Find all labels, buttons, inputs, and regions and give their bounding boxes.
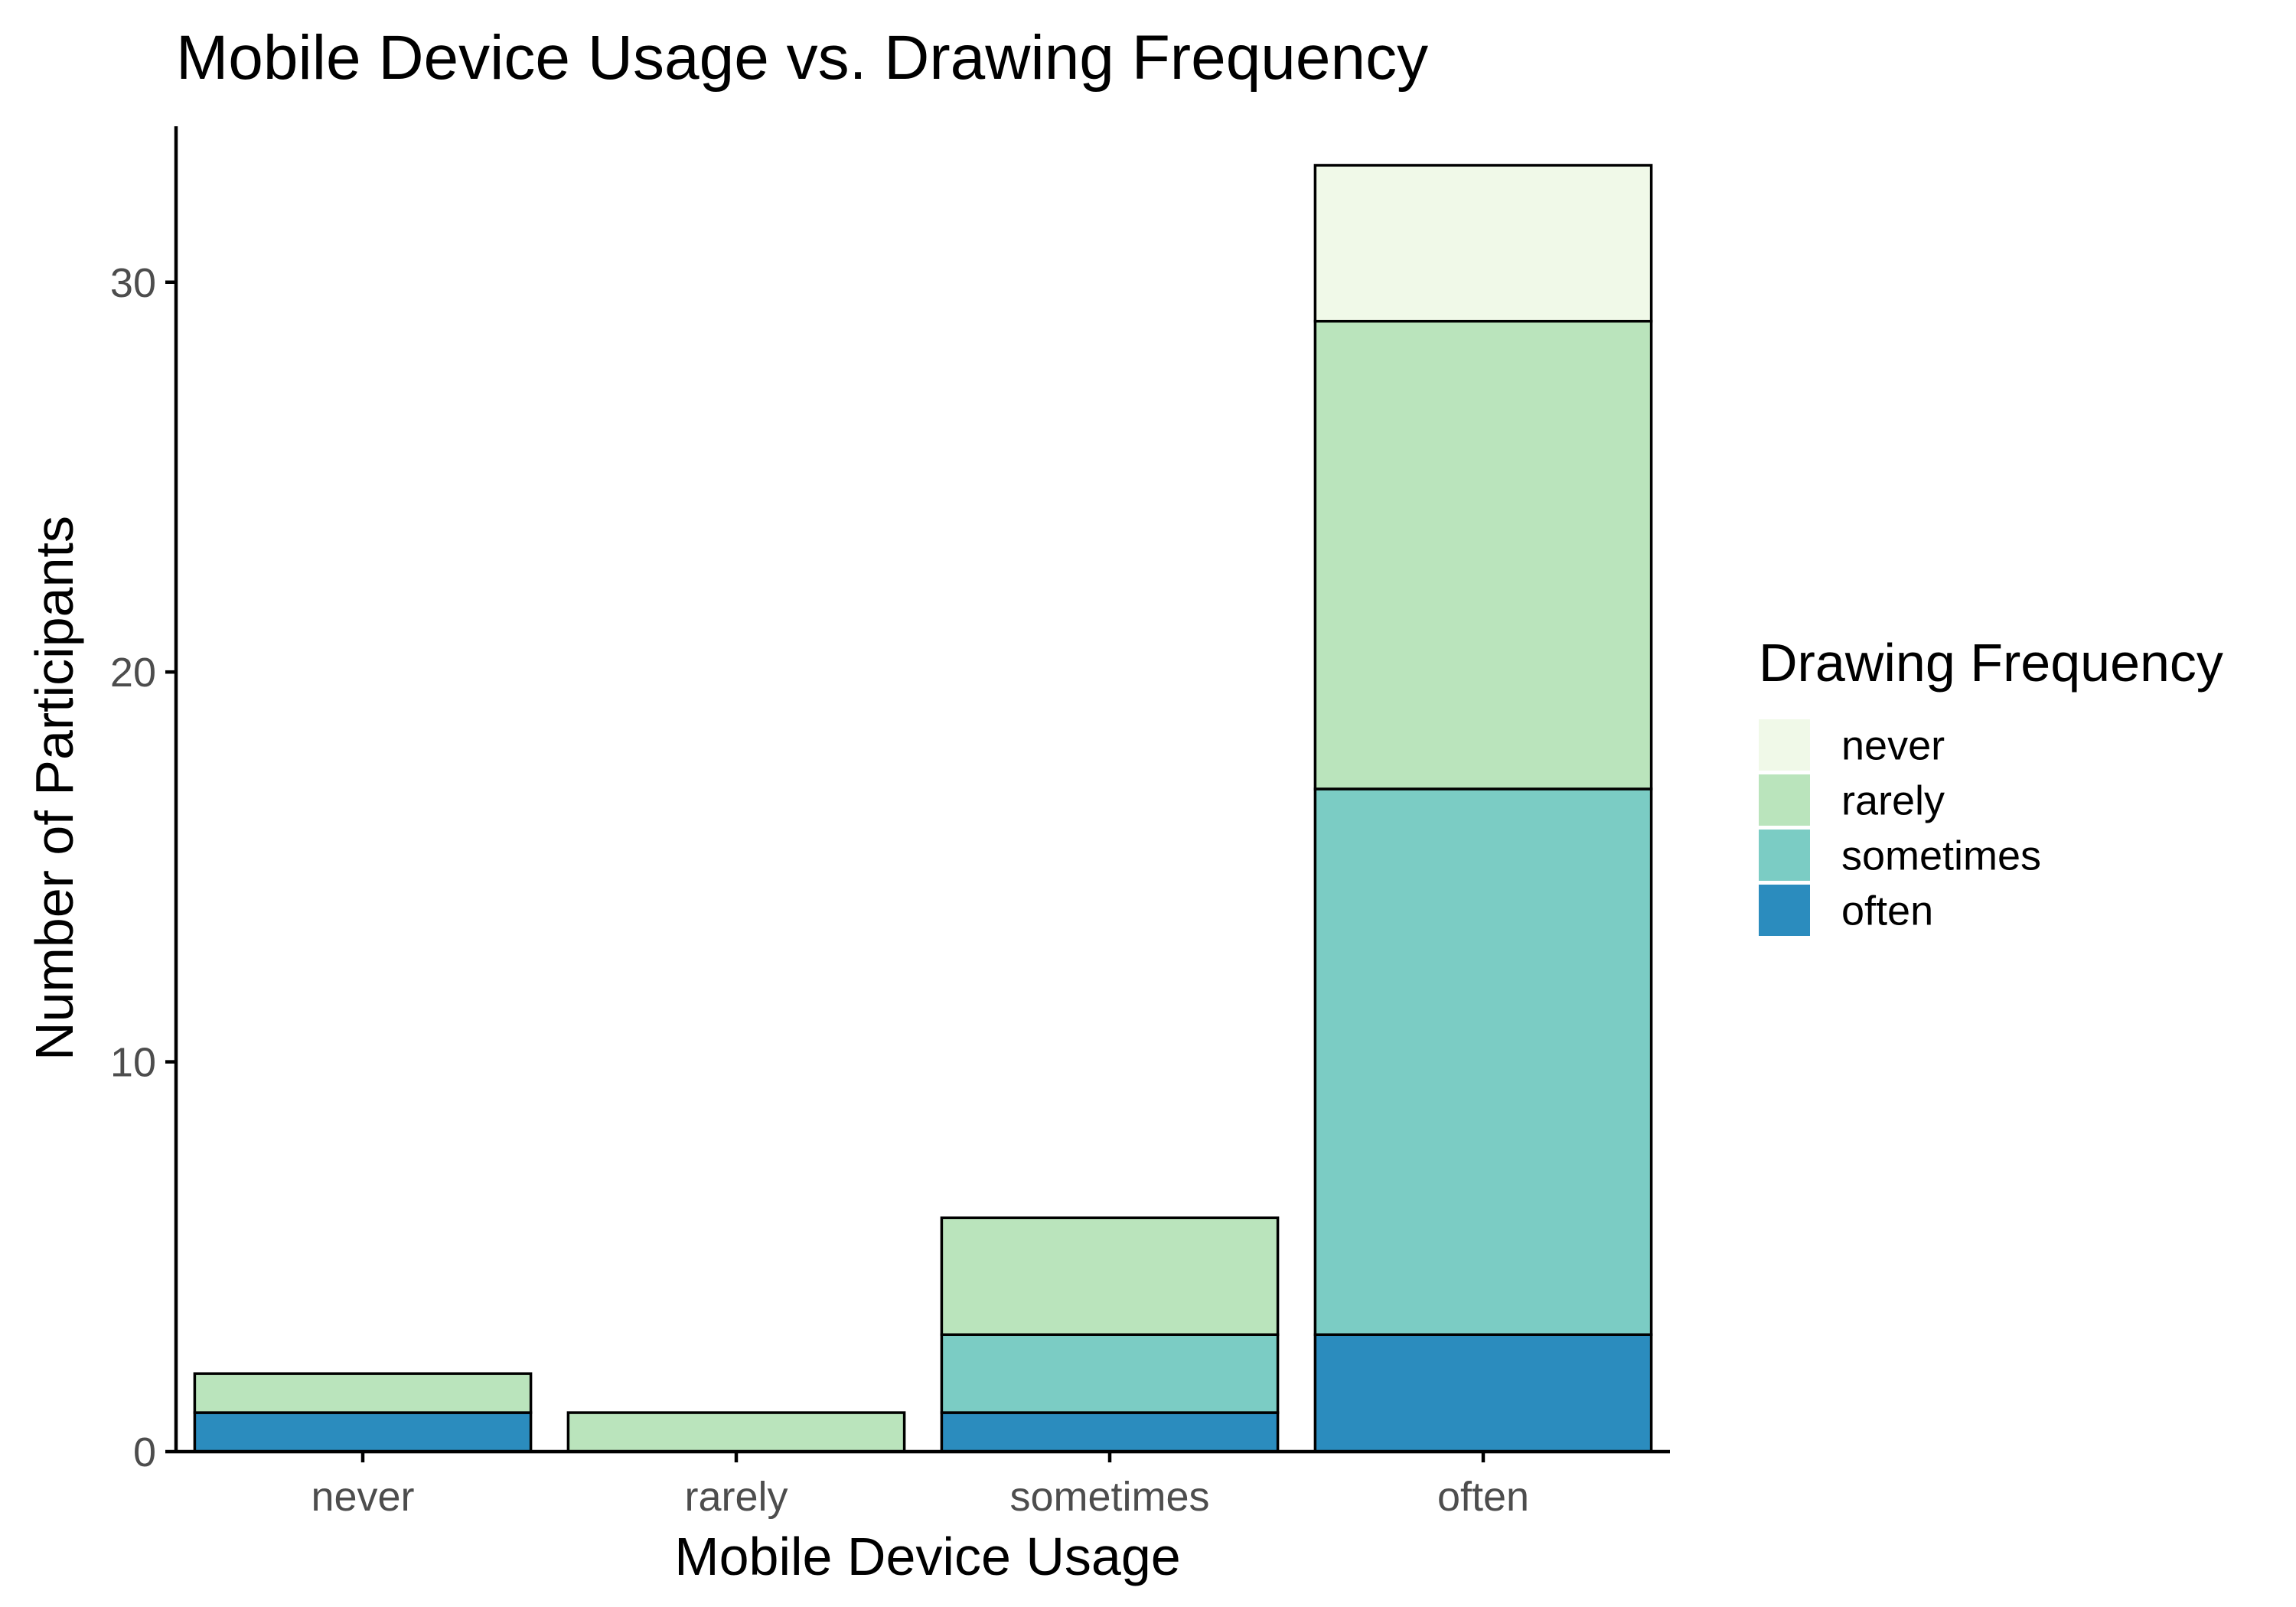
- y-tick-label-10: 10: [110, 1040, 156, 1086]
- x-tick-label-rarely: rarely: [684, 1474, 788, 1520]
- legend-label-sometimes: sometimes: [1841, 833, 2041, 879]
- bar-rarely-rarely: [566, 1411, 906, 1453]
- legend: Drawing Frequency never rarely sometimes of…: [1759, 633, 2223, 936]
- x-tick-label-never: never: [311, 1474, 414, 1520]
- bar-sometimes-sometimes: [940, 1333, 1280, 1414]
- bar-sometimes-often: [940, 1411, 1280, 1453]
- legend-label-rarely: rarely: [1841, 778, 1945, 824]
- legend-label-never: never: [1841, 723, 1945, 769]
- bar-often-never: [1313, 164, 1653, 323]
- bar-often-often: [1313, 1333, 1653, 1453]
- y-tick-label-30: 30: [110, 260, 156, 306]
- y-tick-label-20: 20: [110, 650, 156, 696]
- legend-key-rarely: [1759, 774, 1810, 826]
- x-axis-title: Mobile Device Usage: [674, 1527, 1180, 1586]
- legend-key-sometimes: [1759, 830, 1810, 881]
- bar-never-often: [193, 1411, 533, 1453]
- chart-title: Mobile Device Usage vs. Drawing Frequenc…: [176, 23, 1428, 93]
- bar-often-rarely: [1313, 319, 1653, 790]
- axes-layer: 0 10 20 30 never rarely sometimes often: [110, 126, 1670, 1520]
- legend-label-often: often: [1841, 888, 1933, 934]
- bars-layer: [193, 164, 1653, 1453]
- bar-sometimes-rarely: [940, 1216, 1280, 1336]
- bar-never-rarely: [193, 1372, 533, 1414]
- legend-title: Drawing Frequency: [1759, 633, 2223, 693]
- bar-often-sometimes: [1313, 787, 1653, 1336]
- legend-key-never: [1759, 719, 1810, 771]
- y-axis-title: Number of Participants: [24, 516, 84, 1061]
- y-tick-label-0: 0: [133, 1429, 156, 1475]
- x-tick-label-sometimes: sometimes: [1009, 1474, 1209, 1520]
- x-tick-label-often: often: [1437, 1474, 1529, 1520]
- legend-key-often: [1759, 885, 1810, 936]
- legend-items: never rarely sometimes often: [1759, 719, 2041, 936]
